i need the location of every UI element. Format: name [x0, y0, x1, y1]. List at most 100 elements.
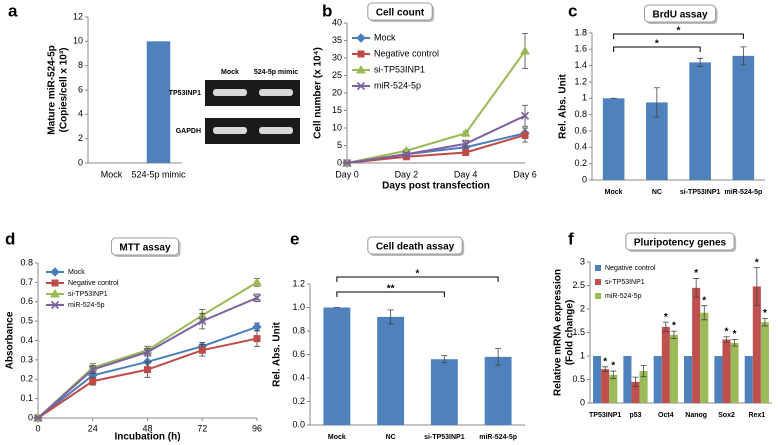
y-tick-label: 0.4 — [20, 335, 33, 345]
panel-letter: e — [290, 229, 299, 248]
legend-label: Negative control — [374, 48, 439, 58]
legend-label: miR-524-5p — [605, 293, 642, 300]
title-box — [367, 236, 463, 255]
y-axis-label: (Fold change) — [565, 300, 576, 366]
error-bar — [670, 330, 677, 340]
y-tick-label: 0.2 — [20, 374, 33, 384]
x-tick-label: NC — [386, 434, 396, 441]
point — [521, 131, 529, 139]
significance: * — [603, 356, 607, 367]
y-tick-label: 0 — [78, 157, 83, 167]
bracket — [613, 33, 744, 39]
point — [253, 335, 261, 343]
y-tick-label: 0.6 — [20, 296, 33, 306]
significance: * — [694, 268, 698, 279]
y-tick-label: 1 — [580, 350, 585, 360]
error-bar — [693, 278, 700, 298]
chart-title: Pluripotency genes — [634, 238, 727, 249]
gel-column-label: Mock — [221, 69, 239, 76]
legend-marker — [51, 279, 59, 287]
gel-band — [259, 89, 293, 96]
legend-marker — [50, 288, 60, 298]
y-tick-label: 1.2 — [292, 278, 305, 288]
y-axis-label: Rel. Abs. Unit — [558, 74, 569, 139]
significance: * — [725, 326, 729, 337]
bar — [323, 307, 351, 425]
legend-label: Negative control — [605, 265, 656, 272]
significance: * — [664, 312, 668, 323]
significance: * — [755, 257, 759, 268]
point — [89, 377, 97, 385]
error-bar — [653, 87, 660, 118]
title-box — [367, 2, 433, 21]
y-tick-label: 0.6 — [292, 349, 305, 359]
x-tick-label: 48 — [142, 423, 152, 433]
bar — [722, 339, 731, 403]
legend-label: miR-524-5p — [374, 80, 421, 90]
y-tick-label: 0 — [580, 397, 585, 407]
error-bar — [640, 365, 647, 378]
y-axis-label: Rel. Abs. Unit — [272, 322, 283, 387]
bar — [631, 381, 640, 403]
bar — [646, 102, 668, 180]
x-tick-label: Day 0 — [335, 169, 359, 179]
x-tick-label: Day 4 — [454, 169, 478, 179]
bar — [602, 98, 625, 180]
x-tick-label: Mock — [605, 189, 623, 196]
x-tick-label: Oct4 — [658, 412, 674, 419]
error-bar — [602, 366, 609, 372]
gel-row-label: TP53INP1 — [169, 90, 201, 97]
gel-band — [213, 127, 247, 134]
error-bar — [632, 376, 639, 387]
bracket — [613, 46, 701, 52]
y-tick-label: 0 — [582, 174, 587, 184]
legend-marker — [357, 50, 365, 58]
point — [402, 150, 411, 159]
bracket — [336, 291, 445, 297]
bar — [639, 371, 648, 403]
y-axis-label: Absorbance — [5, 311, 16, 369]
y-tick-label: 8 — [78, 60, 83, 70]
x-tick-label: 24 — [88, 423, 98, 433]
point — [143, 348, 152, 357]
y-tick-label: 0.5 — [572, 374, 585, 384]
y-tick-label: 1.4 — [574, 60, 587, 70]
legend-label: Negative control — [68, 280, 119, 287]
x-tick-label: TP53INP1 — [589, 412, 621, 419]
x-tick-label: si-TP53INP1 — [680, 189, 721, 196]
chart-title: Cell death assay — [376, 242, 455, 253]
bar — [760, 322, 769, 403]
y-tick-label: 0.0 — [292, 419, 305, 429]
bar — [593, 356, 602, 403]
point — [520, 45, 530, 55]
point — [88, 365, 97, 374]
point — [252, 277, 262, 286]
error-bar — [662, 321, 669, 332]
legend-label: si-TP53INP1 — [68, 291, 108, 298]
bar — [752, 286, 761, 403]
x-tick-label: p53 — [629, 412, 641, 419]
line-series — [346, 50, 526, 164]
point — [520, 111, 530, 120]
x-tick-label: miR-524-5p — [479, 434, 517, 441]
point — [462, 149, 470, 156]
point — [144, 366, 151, 374]
x-axis-label: Days post transfection — [382, 181, 490, 192]
gel-band — [213, 89, 247, 96]
x-tick-label: Nanog — [685, 412, 707, 419]
y-tick-label: 3 — [580, 256, 585, 266]
x-tick-label: Mock — [328, 434, 346, 441]
x-tick-label: NC — [652, 189, 662, 196]
bar — [689, 62, 711, 180]
annotation: * — [416, 269, 420, 280]
title-box — [110, 237, 180, 256]
legend-marker — [356, 64, 366, 74]
chart-title: Cell count — [376, 8, 425, 19]
chart-title: MTT assay — [119, 243, 171, 254]
y-tick-label: 1.6 — [574, 44, 587, 54]
title-box — [625, 232, 735, 251]
y-tick-label: 10 — [73, 36, 83, 46]
y-tick-label: 25 — [332, 70, 342, 80]
